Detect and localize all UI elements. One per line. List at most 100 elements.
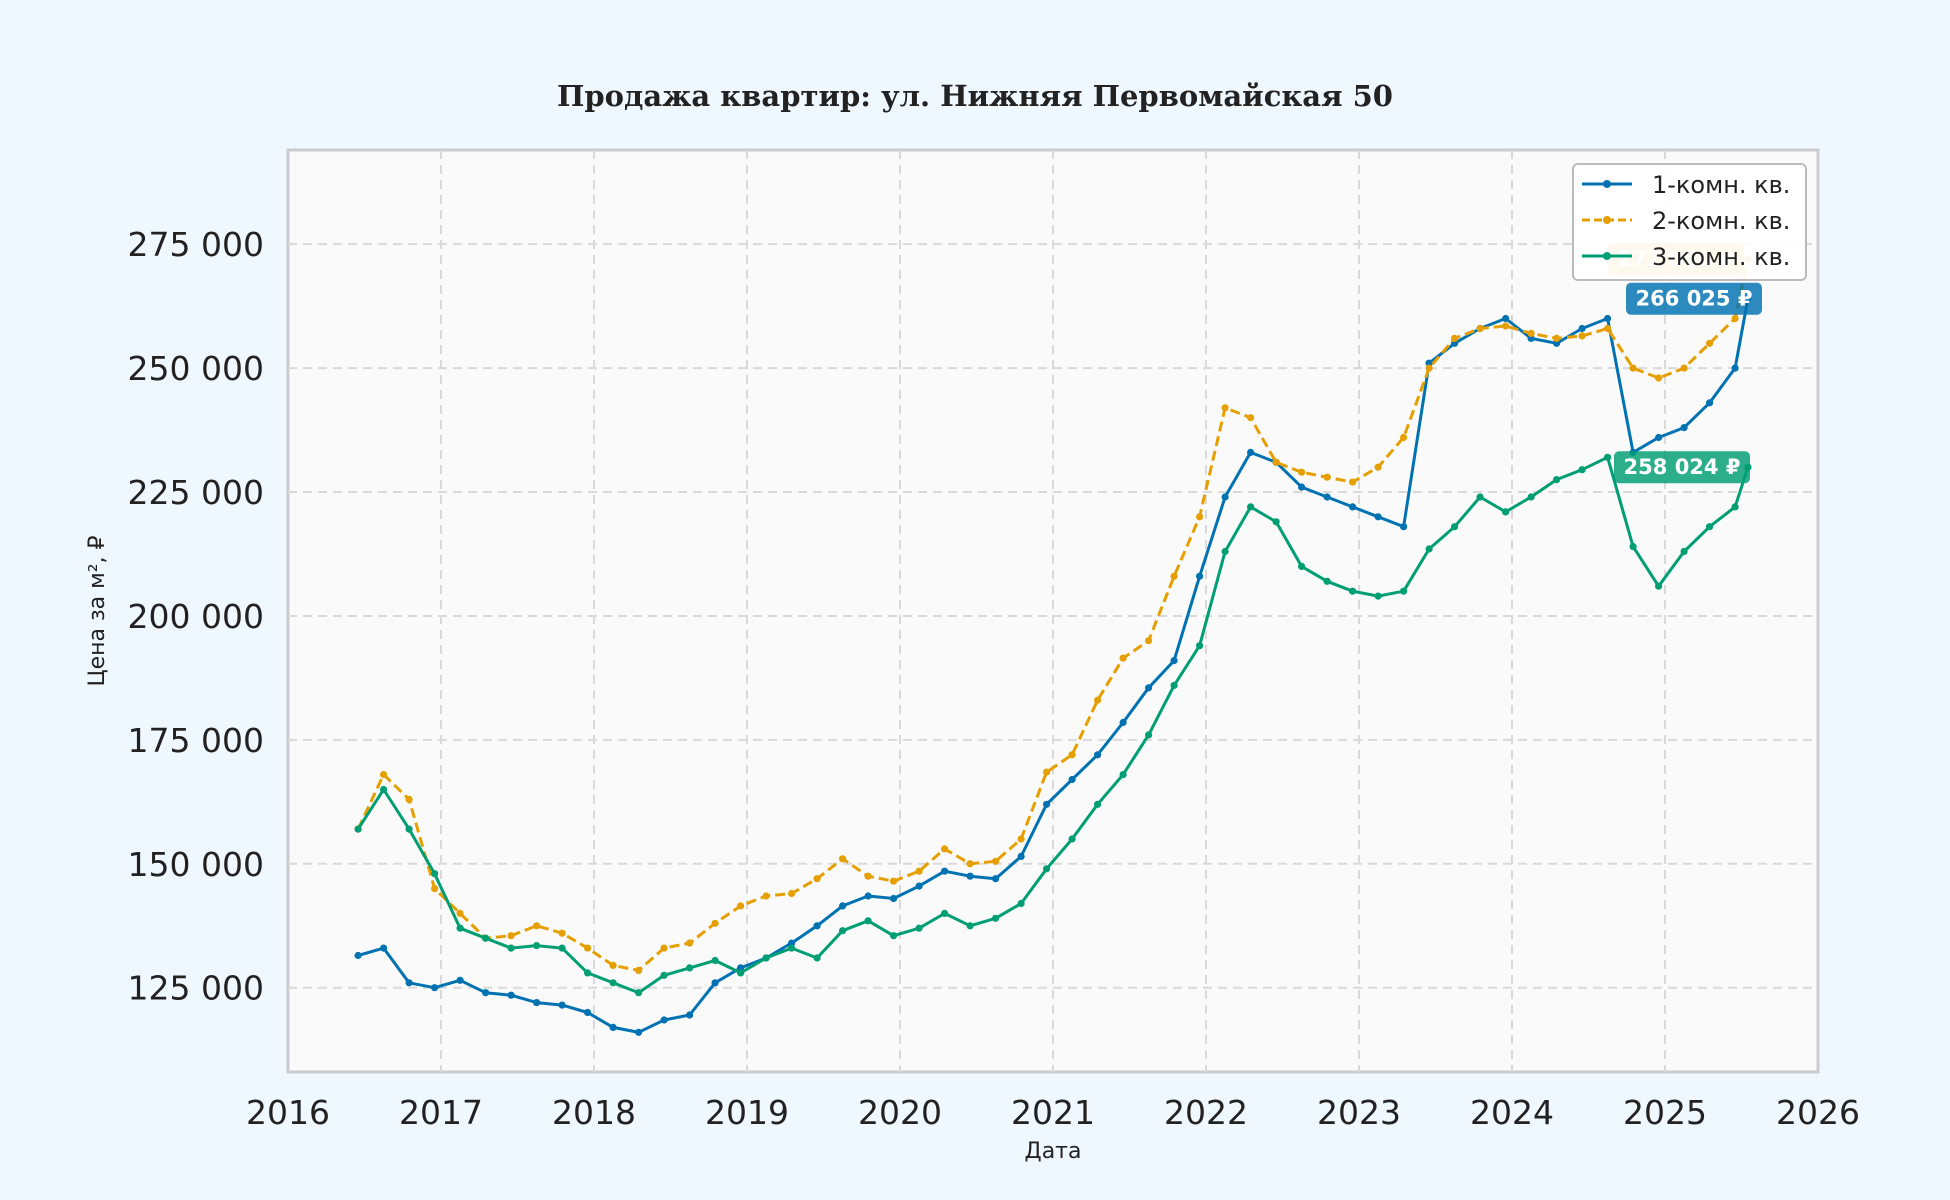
data-point bbox=[890, 894, 898, 903]
data-point bbox=[1400, 523, 1408, 531]
data-point bbox=[813, 954, 821, 962]
data-point bbox=[1145, 684, 1153, 692]
data-point bbox=[1578, 324, 1586, 333]
data-point bbox=[992, 875, 1000, 883]
y-axis-label: Цена за м², ₽ bbox=[85, 535, 110, 686]
legend-marker bbox=[1603, 252, 1611, 260]
x-tick-label: 2025 bbox=[1623, 1093, 1707, 1132]
data-point bbox=[1425, 545, 1433, 553]
data-point bbox=[1374, 463, 1382, 471]
data-point bbox=[915, 882, 923, 890]
data-point bbox=[1272, 518, 1280, 526]
data-point bbox=[1298, 468, 1306, 476]
legend-entry: 1-комн. кв. bbox=[1652, 171, 1790, 199]
data-point bbox=[890, 932, 898, 940]
data-point bbox=[1553, 476, 1561, 484]
data-point bbox=[1553, 334, 1561, 342]
data-point bbox=[1043, 865, 1051, 873]
data-point bbox=[1425, 364, 1433, 372]
data-point bbox=[1731, 503, 1739, 511]
x-tick-label: 2017 bbox=[399, 1093, 483, 1132]
data-point bbox=[966, 872, 974, 880]
data-point bbox=[864, 872, 872, 880]
series-3 bbox=[354, 453, 1752, 997]
data-point bbox=[839, 855, 847, 863]
legend-entry: 3-комн. кв. bbox=[1652, 243, 1790, 271]
series-line bbox=[356, 455, 1750, 995]
data-point bbox=[1451, 334, 1459, 342]
y-tick-label: 225 000 bbox=[128, 473, 264, 512]
y-tick-label: 200 000 bbox=[128, 597, 264, 636]
data-point bbox=[915, 924, 923, 932]
data-point bbox=[1629, 364, 1637, 372]
data-point bbox=[609, 979, 617, 987]
y-tick-label: 125 000 bbox=[128, 969, 264, 1008]
data-point bbox=[711, 956, 719, 965]
data-point bbox=[1731, 364, 1739, 372]
data-point bbox=[1502, 322, 1510, 330]
data-point bbox=[1374, 592, 1382, 600]
data-point bbox=[1578, 466, 1586, 474]
x-tick-label: 2023 bbox=[1317, 1093, 1401, 1132]
legend-marker bbox=[1603, 216, 1611, 224]
x-tick-label: 2021 bbox=[1011, 1093, 1095, 1132]
data-point bbox=[456, 909, 464, 918]
data-point bbox=[1502, 314, 1510, 323]
data-point bbox=[1170, 681, 1178, 690]
data-point bbox=[813, 875, 821, 883]
data-point bbox=[1502, 508, 1510, 516]
data-point bbox=[788, 889, 796, 898]
data-point bbox=[941, 909, 949, 918]
data-point bbox=[915, 867, 923, 875]
data-point bbox=[507, 991, 515, 999]
data-point bbox=[1706, 399, 1714, 407]
data-point bbox=[1374, 513, 1382, 521]
data-point bbox=[1247, 503, 1255, 511]
data-point bbox=[1680, 364, 1688, 372]
data-point bbox=[864, 892, 872, 900]
data-point bbox=[1476, 324, 1484, 333]
legend-entry: 2-комн. кв. bbox=[1652, 207, 1790, 235]
data-point bbox=[1451, 523, 1459, 531]
data-point bbox=[507, 944, 515, 952]
data-point bbox=[609, 1023, 617, 1031]
data-point bbox=[1731, 314, 1739, 323]
y-tick-label: 250 000 bbox=[128, 349, 264, 388]
data-point bbox=[1247, 448, 1255, 456]
data-point bbox=[482, 989, 490, 997]
data-point bbox=[864, 917, 872, 925]
data-point bbox=[1298, 562, 1306, 571]
data-point bbox=[788, 944, 796, 952]
data-point bbox=[762, 892, 770, 900]
y-tick-label: 275 000 bbox=[128, 225, 264, 264]
data-point bbox=[405, 979, 413, 987]
data-point bbox=[1298, 483, 1306, 491]
data-point bbox=[431, 885, 439, 893]
data-point bbox=[533, 922, 541, 930]
data-point bbox=[1272, 458, 1280, 466]
data-point bbox=[711, 919, 719, 927]
data-point bbox=[1680, 424, 1688, 432]
data-point bbox=[558, 944, 566, 952]
data-point bbox=[1119, 718, 1127, 727]
x-tick-label: 2020 bbox=[858, 1093, 942, 1132]
chart-title: Продажа квартир: ул. Нижняя Первомайская… bbox=[557, 79, 1393, 113]
end-label: 258 024 ₽ bbox=[1624, 455, 1741, 479]
data-point bbox=[1017, 835, 1025, 843]
data-point bbox=[1706, 523, 1714, 531]
x-tick-label: 2018 bbox=[552, 1093, 636, 1132]
data-point bbox=[1400, 433, 1408, 442]
data-point bbox=[584, 1008, 592, 1017]
data-point bbox=[1604, 314, 1612, 323]
y-axis: 125 000 150 000 175 000 200 000 225 000 250 0… bbox=[128, 225, 264, 1008]
data-point bbox=[1349, 478, 1357, 486]
data-point bbox=[1043, 768, 1051, 776]
data-point bbox=[762, 954, 770, 962]
data-point bbox=[431, 870, 439, 878]
data-point bbox=[1400, 587, 1408, 595]
data-point bbox=[788, 939, 796, 947]
x-tick-label: 2026 bbox=[1776, 1093, 1860, 1132]
x-axis: 2016 2017 2018 2019 2020 2021 2022 2023 2024 2025… bbox=[246, 1093, 1860, 1132]
data-point bbox=[1094, 751, 1102, 759]
data-point bbox=[558, 1001, 566, 1009]
